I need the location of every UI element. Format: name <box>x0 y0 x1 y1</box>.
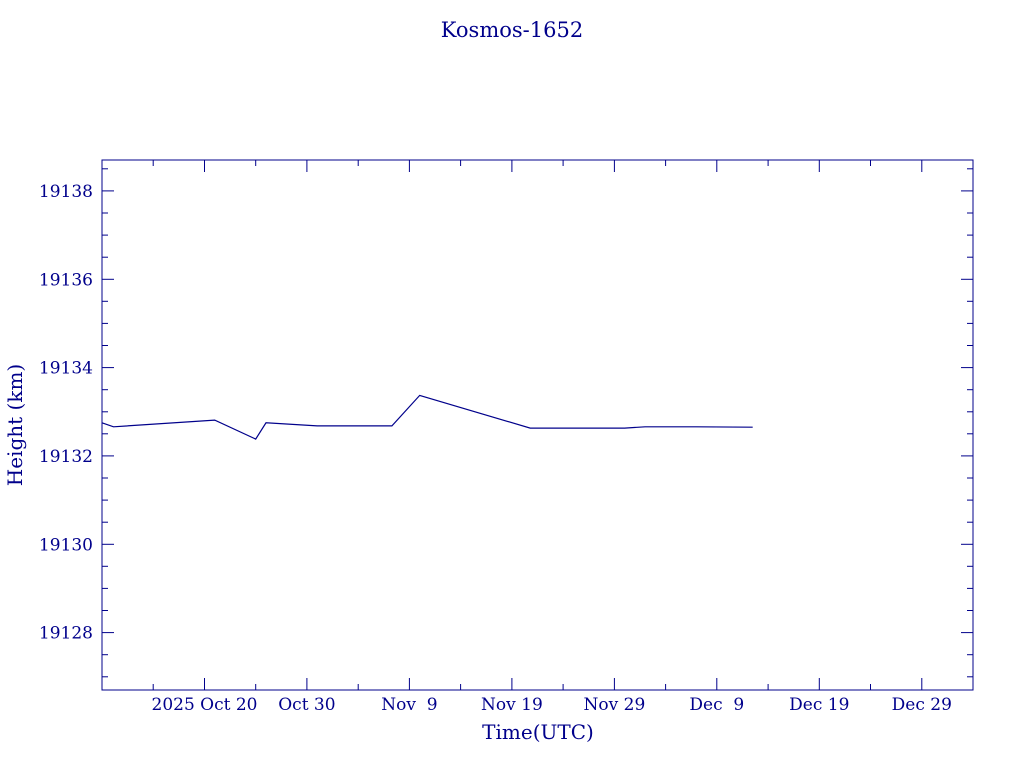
chart-title: Kosmos-1652 <box>441 18 583 42</box>
x-axis-label: Time(UTC) <box>482 720 594 744</box>
x-tick-label: Dec 29 <box>892 695 952 715</box>
x-tick-label: Dec 9 <box>689 695 744 715</box>
y-tick-label: 19138 <box>39 182 93 202</box>
y-tick-label: 19132 <box>39 447 93 467</box>
x-tick-label: Nov 9 <box>381 695 437 715</box>
x-tick-label: Dec 19 <box>789 695 849 715</box>
y-tick-label: 19128 <box>39 624 93 644</box>
y-tick-label: 19136 <box>39 270 93 290</box>
height-series-line <box>101 394 753 440</box>
x-tick-label: Nov 29 <box>584 695 646 715</box>
x-tick-label: 2025 Oct 20 <box>152 695 258 715</box>
y-tick-label: 19134 <box>39 359 93 379</box>
y-tick-label: 19130 <box>39 535 93 555</box>
series-layer <box>101 394 753 440</box>
plot-frame <box>101 159 974 691</box>
x-tick-label: Nov 19 <box>481 695 543 715</box>
y-tick-labels: 19128 19130 19132 19134 19136 19138 <box>39 182 93 644</box>
y-axis-label: Height (km) <box>3 364 27 486</box>
x-tick-labels: 2025 Oct 20 Oct 30 Nov 9 Nov 19 Nov 29 Dec 9 D… <box>152 695 952 715</box>
tick-marks <box>102 160 973 690</box>
x-tick-label: Oct 30 <box>278 695 335 715</box>
